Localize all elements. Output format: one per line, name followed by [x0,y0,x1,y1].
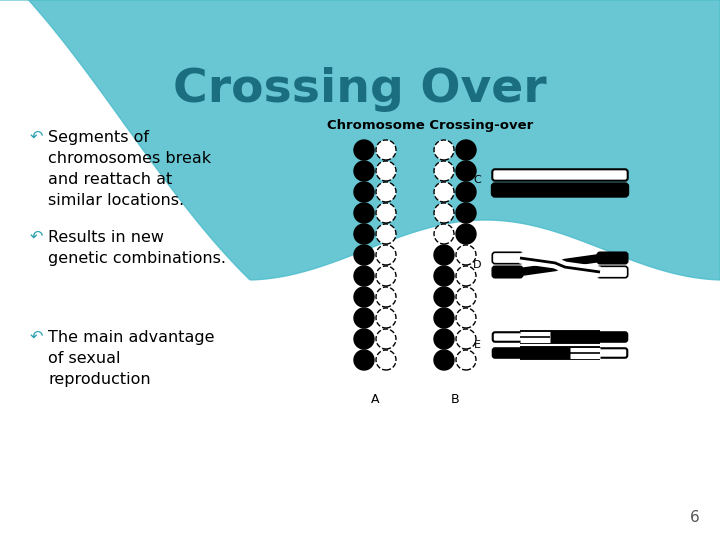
Text: 6: 6 [690,510,700,525]
Text: ↶: ↶ [30,230,43,245]
Circle shape [456,140,476,160]
Circle shape [456,287,476,307]
Circle shape [376,287,396,307]
Circle shape [354,329,374,349]
Circle shape [456,329,476,349]
Text: ↶: ↶ [30,330,43,345]
Circle shape [376,266,396,286]
Text: B: B [451,393,459,406]
FancyBboxPatch shape [598,266,628,278]
Circle shape [456,245,476,265]
Circle shape [354,182,374,202]
Circle shape [354,350,374,370]
Circle shape [456,224,476,244]
Circle shape [354,245,374,265]
FancyBboxPatch shape [492,266,523,278]
Circle shape [456,161,476,181]
Circle shape [376,203,396,223]
Text: A: A [371,393,379,406]
Circle shape [434,308,454,328]
Circle shape [434,287,454,307]
Circle shape [456,350,476,370]
Circle shape [354,308,374,328]
FancyBboxPatch shape [598,252,628,264]
Circle shape [434,224,454,244]
Circle shape [376,140,396,160]
Circle shape [434,245,454,265]
Text: D: D [473,260,481,270]
Circle shape [354,224,374,244]
Circle shape [376,224,396,244]
Circle shape [434,266,454,286]
FancyBboxPatch shape [492,348,522,357]
Text: The main advantage
of sexual
reproduction: The main advantage of sexual reproductio… [48,330,215,387]
Circle shape [434,182,454,202]
Circle shape [434,140,454,160]
Text: C: C [473,175,481,185]
FancyBboxPatch shape [492,252,523,264]
Circle shape [376,308,396,328]
Circle shape [434,350,454,370]
Text: Results in new
genetic combinations.: Results in new genetic combinations. [48,230,226,266]
FancyBboxPatch shape [492,170,628,181]
Circle shape [434,329,454,349]
FancyBboxPatch shape [598,348,627,357]
Circle shape [354,161,374,181]
Circle shape [354,140,374,160]
Circle shape [376,350,396,370]
Circle shape [376,161,396,181]
Circle shape [376,245,396,265]
Text: Segments of
chromosomes break
and reattach at
similar locations.: Segments of chromosomes break and reatta… [48,130,211,208]
Circle shape [376,329,396,349]
Circle shape [354,287,374,307]
Circle shape [456,266,476,286]
FancyBboxPatch shape [598,332,627,342]
FancyBboxPatch shape [492,332,522,342]
Circle shape [456,308,476,328]
Text: Chromosome Crossing-over: Chromosome Crossing-over [327,118,533,132]
Circle shape [354,266,374,286]
Circle shape [456,182,476,202]
Text: Crossing Over: Crossing Over [174,68,546,112]
Circle shape [354,203,374,223]
Circle shape [434,203,454,223]
Text: E: E [474,340,480,350]
Circle shape [456,203,476,223]
Text: ↶: ↶ [30,130,43,145]
Circle shape [434,161,454,181]
FancyBboxPatch shape [492,184,628,197]
Circle shape [376,182,396,202]
